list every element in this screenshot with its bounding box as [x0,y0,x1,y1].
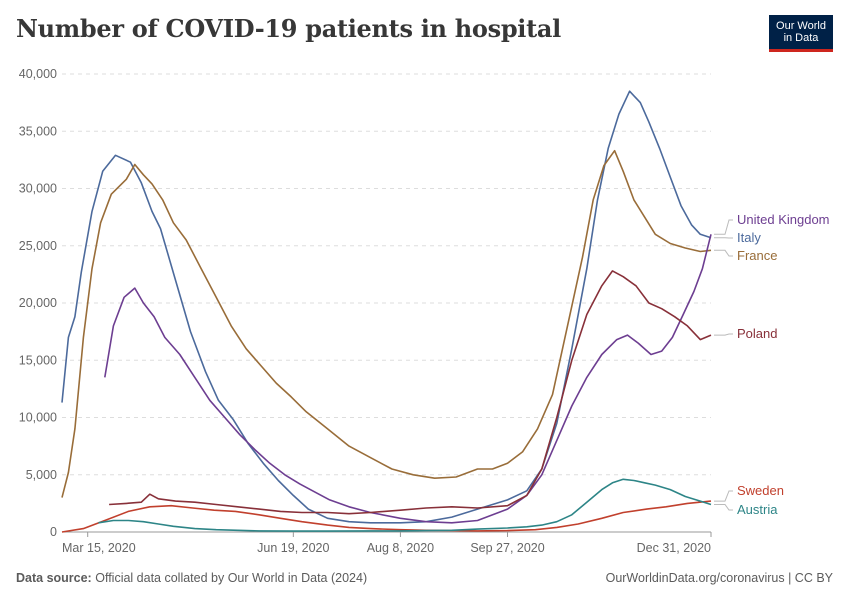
y-tick-label: 0 [50,525,57,539]
legend-label-italy: Italy [737,230,761,245]
legend-connector [714,490,733,502]
y-tick-label: 25,000 [19,239,57,253]
x-tick-label: Sep 27, 2020 [470,541,544,555]
legend-connector [714,249,733,257]
y-tick-label: 30,000 [19,182,57,196]
x-tick-label: Mar 15, 2020 [62,541,136,555]
legend-label-united-kingdom: United Kingdom [737,212,830,227]
logo-line-2: in Data [783,32,819,44]
data-source-label: Data source: [16,571,92,585]
x-axis: Mar 15, 2020 Jun 19, 2020 Aug 8, 2020 Sep 2… [62,531,712,555]
y-tick-label: 15,000 [19,353,57,367]
x-tick-label: Aug 8, 2020 [367,541,434,555]
legend-connector [714,333,733,336]
legend-label-poland: Poland [737,326,777,341]
data-source-text: Official data collated by Our World in D… [95,571,368,585]
y-tick-label: 40,000 [19,67,57,81]
series-line-france [61,149,712,498]
series-lines [61,90,712,533]
line-chart: 0 5,000 10,000 15,000 20,000 25,000 30,000 35,0… [19,67,830,555]
series-line-poland [109,270,712,515]
legend-connector [714,504,733,511]
footer-url[interactable]: OurWorldinData.org/coronavirus | CC BY [605,571,833,585]
y-tick-label: 10,000 [19,411,57,425]
x-tick-label: Jun 19, 2020 [257,541,329,555]
series-line-united-kingdom [104,234,712,524]
y-tick-label: 35,000 [19,124,57,138]
data-source: Data source: Official data collated by O… [16,571,367,585]
x-tick-label: Dec 31, 2020 [637,541,711,555]
series-line-austria [98,478,712,532]
legend: United Kingdom Italy France Poland Sweden Aus… [714,212,830,517]
legend-label-sweden: Sweden [737,483,784,498]
series-line-italy [61,90,712,524]
legend-label-austria: Austria [737,502,778,517]
grid-lines [62,73,711,476]
legend-connector [714,219,733,235]
legend-label-france: France [737,248,777,263]
logo-line-1: Our World [776,20,826,32]
y-axis-ticks: 0 5,000 10,000 15,000 20,000 25,000 30,000 35,0… [19,67,57,539]
owid-logo[interactable]: Our World in Data [769,15,833,52]
chart-title: Number of COVID-19 patients in hospital [16,14,561,43]
y-tick-label: 5,000 [26,468,57,482]
series-line-sweden [61,500,712,533]
y-tick-label: 20,000 [19,296,57,310]
